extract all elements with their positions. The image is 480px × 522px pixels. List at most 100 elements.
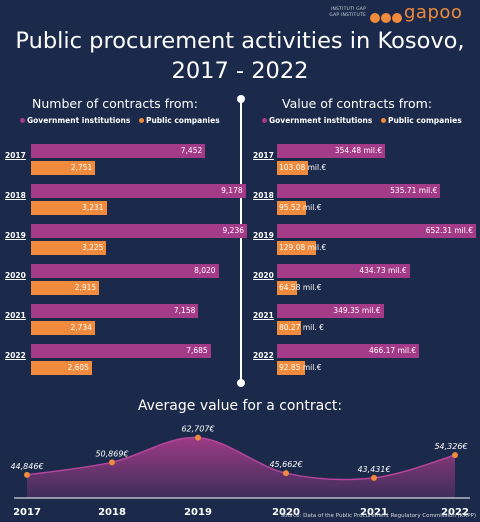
year-label: 2018 bbox=[253, 191, 274, 200]
average-value-label: 44,846€ bbox=[10, 462, 43, 471]
pub-value-label: 3,231 bbox=[82, 203, 104, 212]
gov-bar bbox=[277, 344, 420, 358]
title-line: 2017 - 2022 bbox=[171, 58, 309, 84]
pub-value-label: 129.08 mil.€ bbox=[279, 243, 327, 252]
average-value-chart: 44,846€ 2017 50,869€ 2018 62,707€ 2019 45,662€… bbox=[10, 425, 470, 518]
pub-value-label: 64.58 mil.€ bbox=[279, 283, 322, 292]
logo-dots bbox=[370, 8, 403, 27]
pub-value-label: 3,225 bbox=[81, 243, 104, 252]
logo-text-line: INSTITUTI GAP bbox=[330, 7, 366, 12]
logo-institute-text: INSTITUTI GAP GAP INSTITUTE bbox=[314, 7, 366, 19]
divider-top-dot bbox=[237, 95, 245, 103]
gov-value-label: 9,178 bbox=[221, 186, 243, 195]
year-label: 2021 bbox=[5, 311, 26, 320]
right-chart-title: Value of contracts from: bbox=[282, 96, 433, 111]
pub-bar bbox=[277, 201, 307, 215]
average-point bbox=[24, 471, 30, 478]
pub-bar bbox=[277, 241, 317, 255]
x-tick-label: 2021 bbox=[360, 507, 388, 518]
pub-bar bbox=[31, 281, 100, 295]
gov-bar bbox=[277, 264, 410, 278]
pub-bar bbox=[277, 281, 297, 295]
pub-value-label: 2,751 bbox=[70, 163, 93, 172]
x-tick-label: 2020 bbox=[272, 507, 300, 518]
year-label: 2021 bbox=[253, 311, 274, 320]
average-point bbox=[109, 459, 115, 466]
gov-bar bbox=[31, 264, 219, 278]
gov-value-label: 8,020 bbox=[194, 266, 216, 275]
gov-value-label: 354.48 mil.€ bbox=[334, 146, 383, 155]
average-line bbox=[26, 436, 456, 481]
year-label: 2019 bbox=[253, 231, 274, 240]
gov-bar bbox=[277, 184, 441, 198]
year-label: 2017 bbox=[5, 151, 26, 160]
gov-bar bbox=[277, 304, 384, 318]
average-chart-title: Average value for a contract: bbox=[137, 398, 343, 414]
logo-dot bbox=[381, 13, 391, 23]
pub-value-label: 2,605 bbox=[67, 363, 89, 372]
average-area bbox=[27, 437, 455, 498]
pub-value-label: 80.27 mil. € bbox=[279, 323, 324, 332]
logo-dot bbox=[392, 13, 402, 23]
year-label: 2017 bbox=[253, 151, 274, 160]
gov-value-label: 652.31 mil.€ bbox=[425, 226, 473, 235]
average-value-label: 43,431€ bbox=[357, 465, 390, 474]
gov-value-label: 466.17 mil.€ bbox=[368, 346, 417, 355]
gov-value-label: 7,685 bbox=[186, 346, 208, 355]
pub-bar bbox=[31, 321, 95, 335]
gov-bar bbox=[31, 184, 246, 198]
year-label: 2018 bbox=[5, 191, 26, 200]
x-tick-label: 2019 bbox=[184, 507, 212, 518]
x-tick-label: 2018 bbox=[98, 507, 126, 518]
pub-value-label: 103.08 mil.€ bbox=[279, 163, 327, 172]
year-label: 2020 bbox=[253, 271, 274, 280]
average-point bbox=[452, 452, 458, 459]
right-legend: Government institutions Public companies bbox=[262, 116, 462, 125]
average-value-label: 62,707€ bbox=[181, 425, 214, 434]
x-tick-label: 2022 bbox=[441, 507, 469, 518]
gov-bar bbox=[31, 224, 247, 238]
gov-value-label: 7,158 bbox=[173, 306, 196, 315]
legend-pub-label: Public companies bbox=[387, 116, 462, 125]
average-value-label: 45,662€ bbox=[269, 460, 302, 469]
legend-gov-swatch bbox=[20, 118, 25, 123]
pub-bar bbox=[277, 321, 302, 335]
pub-bar bbox=[31, 241, 107, 255]
gov-value-label: 349.35 mil.€ bbox=[333, 306, 381, 315]
gov-value-label: 434.73 mil.€ bbox=[359, 266, 407, 275]
pub-value-label: 92.85 mil.€ bbox=[279, 363, 322, 372]
pub-bar bbox=[31, 361, 92, 375]
gov-bar bbox=[277, 144, 386, 158]
title-line: Public procurement activities in Kosovo, bbox=[15, 28, 465, 54]
logo-text-line: GAP INSTITUTE bbox=[329, 13, 366, 18]
pub-value-label: 95.52 mil.€ bbox=[279, 203, 322, 212]
source-note: Source: Data of the Public Procurement R… bbox=[280, 513, 476, 519]
gov-value-label: 9,236 bbox=[222, 226, 244, 235]
legend-gov-swatch bbox=[262, 118, 267, 123]
year-label: 2019 bbox=[5, 231, 26, 240]
average-value-label: 54,326€ bbox=[434, 442, 467, 451]
year-label: 2022 bbox=[253, 351, 274, 360]
left-chart-title: Number of contracts from: bbox=[32, 96, 198, 111]
average-value-label: 50,869€ bbox=[95, 449, 128, 458]
average-point bbox=[195, 434, 201, 441]
gov-bar bbox=[277, 224, 476, 238]
legend-pub-swatch bbox=[380, 118, 386, 123]
center-divider bbox=[240, 99, 242, 383]
divider-bottom-dot bbox=[237, 379, 245, 387]
page-title: Public procurement activities in Kosovo,… bbox=[0, 26, 480, 86]
logo-wordmark: gapoo bbox=[404, 2, 463, 23]
pub-bar bbox=[31, 161, 96, 175]
legend-gov-label: Government institutions bbox=[269, 116, 373, 125]
pub-bar bbox=[277, 161, 309, 175]
average-point bbox=[371, 474, 377, 481]
gov-bar bbox=[31, 144, 206, 158]
logo-dot bbox=[370, 13, 380, 23]
x-tick-label: 2017 bbox=[13, 507, 41, 518]
average-point bbox=[283, 470, 289, 477]
legend-pub-swatch bbox=[138, 118, 144, 123]
legend-pub-label: Public companies bbox=[145, 116, 220, 125]
pub-value-label: 2,734 bbox=[70, 323, 92, 332]
gov-value-label: 535.71 mil.€ bbox=[390, 186, 438, 195]
gap-logo: INSTITUTI GAP GAP INSTITUTE gapoo bbox=[314, 2, 474, 27]
